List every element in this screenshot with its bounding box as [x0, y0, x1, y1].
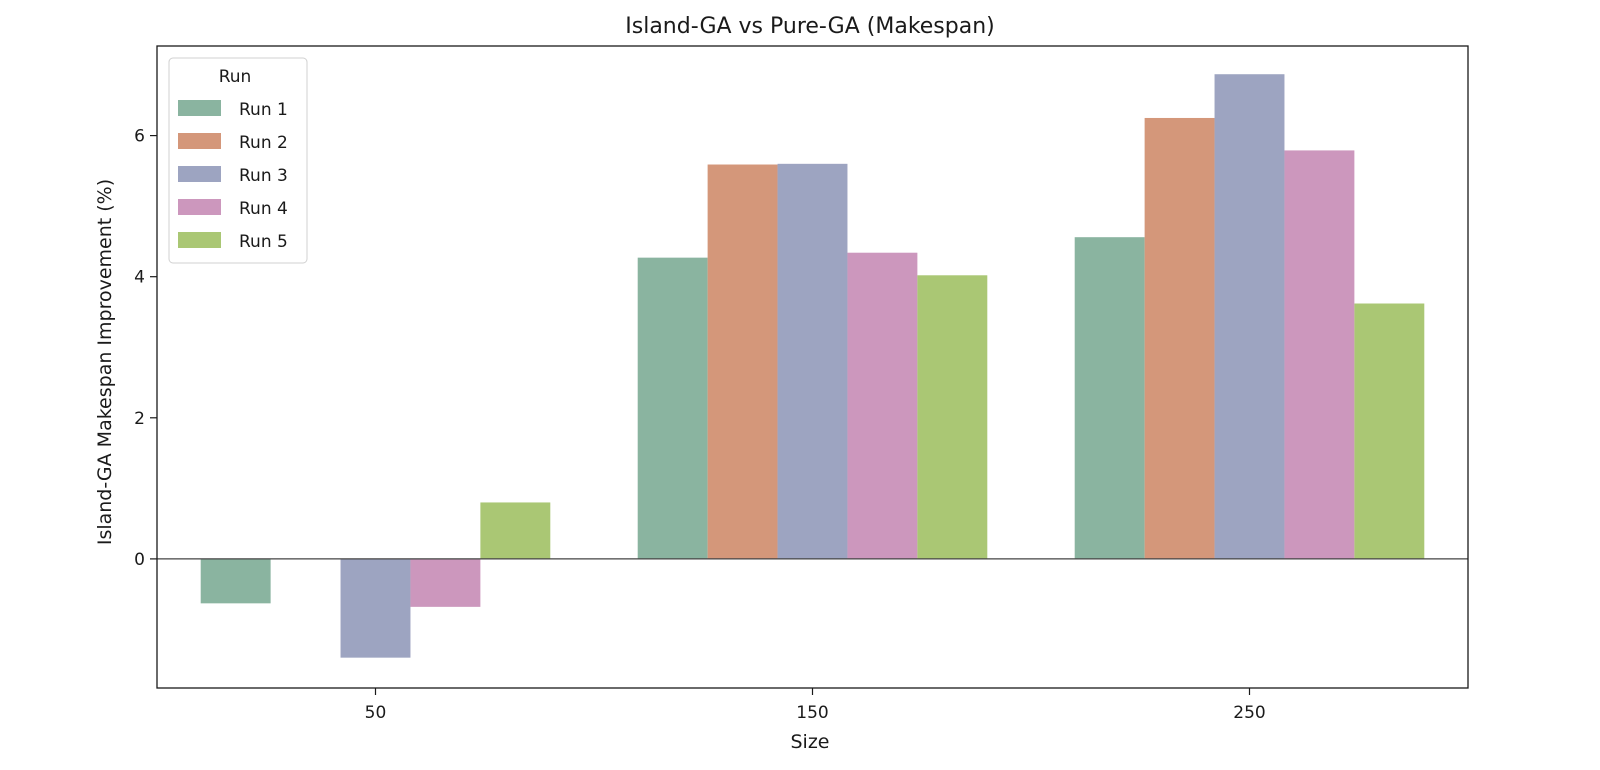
y-axis-label: Island-GA Makespan Improvement (%) [94, 179, 116, 545]
bar-run-3-250 [1214, 74, 1285, 559]
bar-run-5-150 [917, 275, 988, 559]
bar-run-4-150 [847, 252, 918, 559]
legend: Run Run 1 Run 2 Run 3 Run 4 Run 5 [168, 57, 308, 264]
bar-run-1-250 [1074, 237, 1145, 559]
x-tick-label: 50 [365, 703, 387, 723]
y-tick-label: 4 [134, 268, 145, 288]
legend-swatch [178, 133, 221, 149]
y-tick-label: 2 [134, 409, 145, 429]
chart-title: Island-GA vs Pure-GA (Makespan) [625, 14, 995, 39]
bar-run-2-150 [707, 164, 778, 559]
legend-label: Run 2 [239, 133, 288, 153]
legend-title: Run [219, 67, 252, 87]
bar-run-5-50 [480, 502, 551, 559]
bar-run-3-50 [340, 558, 411, 658]
y-tick-label: 6 [134, 127, 145, 147]
plot-area: 50 150 250 0 2 4 6 [134, 45, 1469, 723]
bar-run-1-50 [200, 558, 271, 604]
x-tick-label: 150 [796, 703, 828, 723]
x-axis-label: Size [790, 731, 829, 753]
bar-run-2-250 [1144, 117, 1215, 559]
bar-run-3-150 [777, 163, 848, 559]
bar-run-4-250 [1284, 150, 1355, 559]
legend-swatch [178, 166, 221, 182]
legend-label: Run 1 [239, 100, 288, 120]
plot-frame [156, 45, 1469, 689]
bar-run-1-150 [637, 257, 708, 559]
legend-swatch [178, 199, 221, 215]
legend-label: Run 5 [239, 232, 288, 252]
y-tick-label: 0 [134, 550, 145, 570]
bar-run-5-250 [1354, 303, 1425, 559]
legend-label: Run 3 [239, 166, 288, 186]
legend-swatch [178, 100, 221, 116]
legend-swatch [178, 232, 221, 248]
bar-run-4-50 [410, 558, 481, 607]
legend-label: Run 4 [239, 199, 288, 219]
x-tick-label: 250 [1233, 703, 1265, 723]
